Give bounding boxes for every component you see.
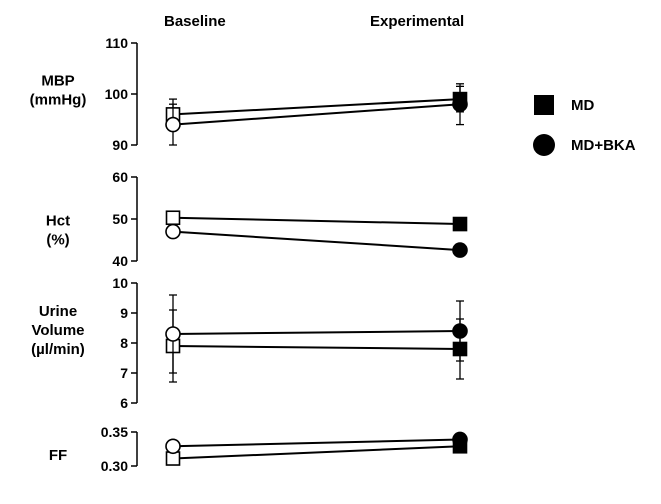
series-line-md-bka (172, 438, 461, 448)
point-md-bka (452, 96, 468, 112)
y-tick-label: 8 (120, 335, 128, 351)
series-line-md-bka (172, 330, 461, 335)
y-tick-label: 90 (112, 137, 128, 153)
y-tick-label: 50 (112, 211, 128, 227)
legend-marker-md-bka (533, 134, 555, 156)
y-tick-label: 0.30 (101, 458, 128, 474)
series-line-md-bka (172, 103, 461, 126)
y-axis-label: FF (49, 447, 67, 464)
series-line-md-bka (172, 230, 461, 252)
point-md-bka (452, 431, 468, 448)
column-header-experimental: Experimental (370, 13, 464, 30)
legend: MD MD+BKA (533, 95, 636, 156)
y-axis-label: MBP (41, 73, 74, 90)
point-md (165, 210, 181, 226)
series-line-md (172, 345, 461, 350)
y-axis-label: (µl/min) (31, 341, 85, 358)
point-md-bka (165, 223, 181, 240)
legend-label-md-bka: MD+BKA (571, 137, 636, 154)
y-axis-label: (mmHg) (30, 92, 87, 109)
panel-1: 40 50 60 Hct (%) (46, 169, 468, 269)
point-md-bka (165, 326, 181, 342)
point-md-bka (165, 438, 181, 455)
y-tick-label: 6 (120, 395, 128, 411)
panel-3: 0.30 0.35 FF (49, 424, 468, 474)
point-md-bka (452, 323, 468, 339)
y-axis-label: Hct (46, 213, 70, 230)
panels: 90 100 110 MBP (mmHg) 40 50 60 Hct (%) 6 7 8 9 10 Urine… (30, 35, 468, 474)
y-tick-label: 7 (120, 365, 128, 381)
y-tick-label: 60 (112, 169, 128, 185)
series-line-md (172, 98, 461, 116)
point-md-bka (165, 116, 181, 133)
y-tick-label: 40 (112, 253, 128, 269)
point-md (452, 216, 468, 232)
y-axis-label: (%) (46, 232, 69, 249)
legend-marker-md (534, 95, 554, 115)
y-axis-label: Urine (39, 303, 77, 320)
point-md-bka (452, 242, 468, 258)
y-tick-label: 0.35 (101, 424, 128, 440)
series-line-md (172, 216, 461, 226)
panel-2: 6 7 8 9 10 Urine Volume (µl/min) (31, 275, 468, 411)
column-header-baseline: Baseline (164, 13, 226, 30)
series-line-md (172, 445, 461, 460)
legend-label-md: MD (571, 97, 594, 114)
y-tick-label: 100 (105, 86, 129, 102)
y-axis-label: Volume (31, 322, 84, 339)
y-tick-label: 110 (105, 35, 128, 51)
y-tick-label: 9 (120, 305, 128, 321)
panel-0: 90 100 110 MBP (mmHg) (30, 35, 468, 153)
y-tick-label: 10 (112, 275, 128, 291)
